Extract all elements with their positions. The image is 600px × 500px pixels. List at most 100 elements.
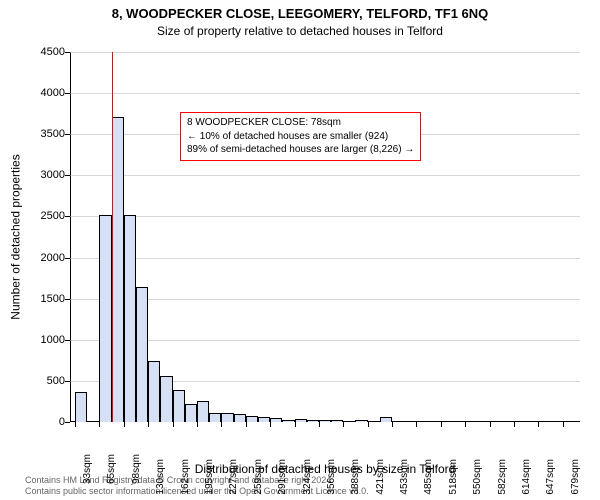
histogram-bar (112, 117, 124, 422)
x-tick-label: 259sqm (253, 459, 264, 495)
x-tick (319, 422, 320, 427)
x-tick (465, 422, 466, 427)
y-tick-label: 4500 (15, 46, 65, 58)
y-tick (65, 216, 70, 217)
y-tick-label: 1000 (15, 334, 65, 346)
y-tick-label: 3500 (15, 128, 65, 140)
x-tick (246, 422, 247, 427)
x-tick-label: 614sqm (521, 459, 532, 495)
annotation-line: ← 10% of detached houses are smaller (92… (187, 130, 414, 144)
x-tick (538, 422, 539, 427)
histogram-bar (380, 417, 392, 422)
histogram-bar (307, 420, 319, 422)
x-tick-label: 65sqm (106, 454, 117, 484)
histogram-bar (136, 287, 148, 422)
x-tick-label: 98sqm (131, 454, 142, 484)
annotation-box: 8 WOODPECKER CLOSE: 78sqm← 10% of detach… (180, 112, 421, 161)
y-tick (65, 134, 70, 135)
x-tick (441, 422, 442, 427)
x-tick-label: 227sqm (228, 459, 239, 495)
x-tick-label: 485sqm (423, 459, 434, 495)
x-tick (270, 422, 271, 427)
histogram-bar (258, 417, 270, 422)
histogram-bar (148, 361, 160, 422)
x-tick-label: 195sqm (204, 459, 215, 495)
chart-title: 8, WOODPECKER CLOSE, LEEGOMERY, TELFORD,… (0, 6, 600, 21)
y-tick (65, 175, 70, 176)
histogram-bar (185, 404, 197, 422)
y-tick (65, 299, 70, 300)
histogram-bar (221, 413, 233, 422)
histogram-bar (331, 420, 343, 422)
gridline (70, 258, 580, 259)
x-tick-label: 130sqm (155, 459, 166, 495)
histogram-bar (209, 413, 221, 422)
x-tick-label: 291sqm (277, 459, 288, 495)
y-axis-line (70, 52, 71, 422)
gridline (70, 175, 580, 176)
x-tick-label: 582sqm (497, 459, 508, 495)
histogram-bar (246, 416, 258, 422)
y-tick (65, 52, 70, 53)
x-tick-label: 388sqm (350, 459, 361, 495)
histogram-bar (319, 420, 331, 422)
chart-subtitle: Size of property relative to detached ho… (0, 24, 600, 38)
x-tick (416, 422, 417, 427)
footer-line: Contains HM Land Registry data © Crown c… (25, 475, 369, 486)
x-tick-label: 550sqm (472, 459, 483, 495)
x-tick-label: 356sqm (326, 459, 337, 495)
x-tick (368, 422, 369, 427)
x-tick (392, 422, 393, 427)
y-tick (65, 93, 70, 94)
histogram-bar (99, 215, 111, 422)
y-tick-label: 4000 (15, 87, 65, 99)
histogram-bar (160, 376, 172, 422)
x-tick (197, 422, 198, 427)
x-tick-label: 324sqm (302, 459, 313, 495)
y-tick (65, 258, 70, 259)
x-tick-label: 453sqm (399, 459, 410, 495)
x-tick-label: 647sqm (545, 459, 556, 495)
histogram-bar (197, 401, 209, 422)
x-tick (173, 422, 174, 427)
reference-line (112, 52, 114, 422)
histogram-bar (270, 418, 282, 422)
histogram-bar (234, 414, 246, 422)
y-tick-label: 3000 (15, 169, 65, 181)
x-tick (75, 422, 76, 427)
plot-area: 8 WOODPECKER CLOSE: 78sqm← 10% of detach… (70, 52, 580, 422)
y-axis-title: Number of detached properties (8, 52, 24, 422)
gridline (70, 52, 580, 53)
histogram-bar (355, 420, 367, 422)
y-tick (65, 422, 70, 423)
x-tick (148, 422, 149, 427)
x-tick (563, 422, 564, 427)
y-tick-label: 2500 (15, 210, 65, 222)
x-tick-label: 162sqm (180, 459, 191, 495)
footer-line: Contains public sector information licen… (25, 486, 369, 497)
gridline (70, 93, 580, 94)
y-tick-label: 0 (15, 416, 65, 428)
x-tick (221, 422, 222, 427)
x-tick-label: 33sqm (82, 454, 93, 484)
x-tick-label: 518sqm (448, 459, 459, 495)
footer-credits: Contains HM Land Registry data © Crown c… (25, 475, 369, 498)
y-tick-label: 2000 (15, 252, 65, 264)
y-tick (65, 381, 70, 382)
y-tick-label: 1500 (15, 293, 65, 305)
gridline (70, 216, 580, 217)
figure: 8, WOODPECKER CLOSE, LEEGOMERY, TELFORD,… (0, 0, 600, 500)
x-tick (343, 422, 344, 427)
annotation-line: 8 WOODPECKER CLOSE: 78sqm (187, 116, 414, 130)
histogram-bar (173, 390, 185, 422)
histogram-bar (75, 392, 87, 422)
x-tick (514, 422, 515, 427)
x-tick (490, 422, 491, 427)
y-tick (65, 340, 70, 341)
x-tick-label: 421sqm (375, 459, 386, 495)
x-tick (124, 422, 125, 427)
histogram-bar (282, 420, 294, 422)
histogram-bar (295, 419, 307, 422)
x-tick (295, 422, 296, 427)
x-tick (99, 422, 100, 427)
